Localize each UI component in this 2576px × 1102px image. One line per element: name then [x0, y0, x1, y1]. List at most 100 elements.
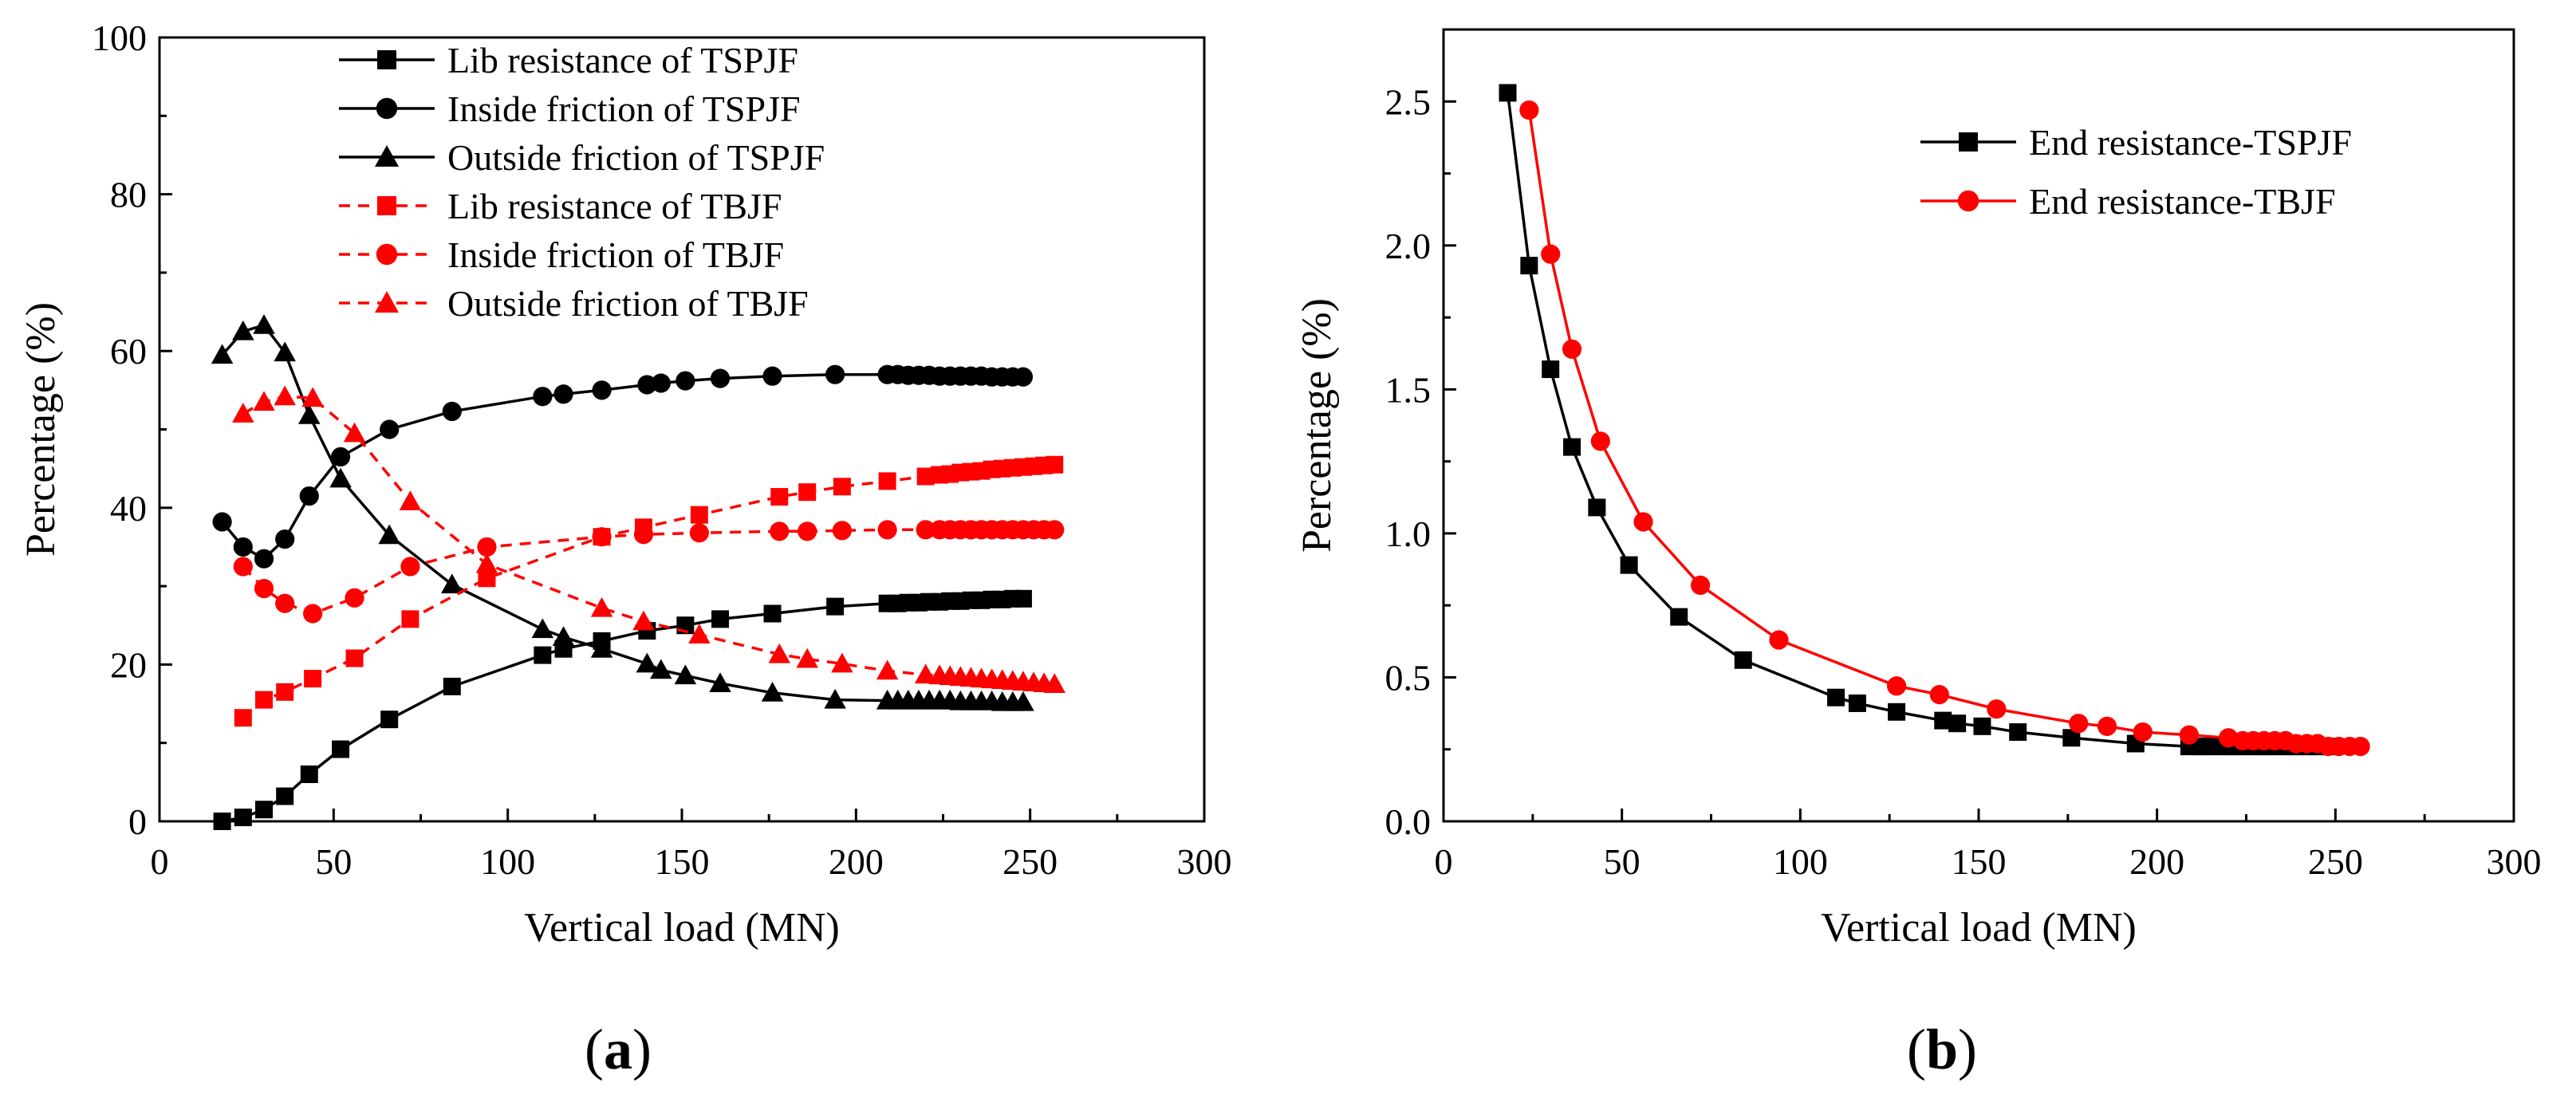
series-lib-resistance-of-tspjf — [213, 589, 1032, 830]
data-point — [592, 527, 612, 547]
data-point — [1934, 711, 1952, 730]
data-point — [441, 573, 463, 594]
y-tick-label: 0.0 — [1385, 801, 1432, 842]
x-tick-label: 100 — [1773, 841, 1828, 882]
data-point — [1045, 520, 1065, 540]
data-point — [1888, 703, 1906, 721]
legend-label: Outside friction of TBJF — [447, 283, 809, 324]
panel-a-label: (a) — [585, 1017, 652, 1081]
data-point — [689, 523, 709, 543]
data-point — [1520, 257, 1538, 275]
plot-frame — [1442, 28, 2515, 823]
data-point — [300, 765, 318, 784]
data-point — [345, 588, 364, 608]
legend-item: Lib resistance of TBJF — [339, 186, 782, 226]
y-tick-label: 0.5 — [1385, 657, 1432, 698]
data-point — [254, 578, 274, 599]
series-outside-friction-of-tspjf — [211, 314, 1034, 711]
data-point — [255, 691, 273, 709]
data-point — [330, 447, 351, 467]
data-point — [1542, 360, 1560, 379]
data-point — [275, 529, 295, 549]
data-point — [343, 422, 366, 443]
data-point — [796, 647, 818, 668]
data-point — [211, 344, 234, 364]
data-point — [2009, 723, 2027, 742]
x-tick-label: 300 — [1177, 841, 1232, 882]
data-point — [1734, 651, 1752, 669]
x-tick-label: 0 — [151, 841, 169, 882]
data-point — [768, 643, 791, 663]
data-point — [274, 341, 296, 362]
data-point — [275, 593, 295, 613]
data-point — [916, 467, 935, 486]
legend-item: Outside friction of TBJF — [339, 283, 809, 324]
data-point — [1633, 512, 1653, 532]
x-axis-title: Vertical load (MN) — [1821, 905, 2137, 950]
data-point — [234, 809, 252, 827]
legend-marker — [375, 291, 399, 313]
x-tick-label: 300 — [2487, 841, 2542, 882]
data-point — [1013, 367, 1034, 387]
data-point — [534, 646, 552, 664]
data-point — [916, 520, 935, 540]
y-tick-label: 2.0 — [1385, 226, 1432, 266]
legend-label: Inside friction of TBJF — [447, 234, 784, 275]
x-tick-label: 200 — [2129, 841, 2184, 882]
data-point — [299, 486, 319, 506]
data-point — [298, 404, 321, 424]
legend: End resistance-TSPJF End resistance-TBJF — [1920, 122, 2352, 222]
legend-marker — [376, 243, 398, 266]
data-point — [553, 384, 573, 404]
data-point — [824, 688, 846, 709]
data-point — [531, 618, 554, 639]
data-point — [826, 597, 845, 616]
legend-item: Inside friction of TSPJF — [339, 89, 801, 129]
data-point — [533, 387, 553, 407]
data-point — [590, 596, 613, 617]
data-point — [401, 610, 419, 628]
legend: Lib resistance of TSPJF Inside friction o… — [339, 40, 825, 324]
panel-a-chart: 0 50 100 150 200 250 300 0 20 40 60 80 100 Vertical l… — [18, 18, 1232, 950]
data-point — [2097, 716, 2117, 736]
data-point — [332, 740, 350, 758]
data-point — [674, 664, 697, 685]
data-point — [878, 472, 896, 490]
y-tick-label: 40 — [110, 488, 147, 529]
data-point — [877, 520, 897, 540]
data-point — [1620, 556, 1638, 574]
data-point — [876, 659, 899, 680]
data-point — [443, 677, 461, 695]
data-point — [2133, 722, 2153, 742]
data-point — [232, 403, 254, 423]
data-point — [232, 320, 254, 340]
data-point — [676, 371, 695, 391]
data-point — [1499, 84, 1517, 102]
data-point — [475, 553, 498, 573]
legend-marker — [377, 196, 396, 215]
x-tick-label: 100 — [480, 841, 535, 882]
x-tick-label: 50 — [315, 841, 352, 882]
data-point — [234, 709, 252, 727]
data-point — [761, 682, 784, 702]
data-point — [914, 663, 937, 684]
series-inside-friction-of-tbjf — [233, 520, 1065, 624]
y-tick-label: 2.5 — [1385, 81, 1432, 122]
data-point — [303, 604, 323, 624]
data-point — [711, 610, 730, 628]
data-point — [650, 659, 672, 679]
legend-item: Outside friction of TSPJF — [339, 137, 825, 178]
legend-item: Lib resistance of TSPJF — [339, 40, 798, 81]
data-point — [478, 569, 496, 588]
data-point — [1690, 575, 1711, 596]
data-point — [253, 391, 275, 411]
data-point — [274, 385, 296, 406]
data-point — [636, 652, 659, 673]
data-point — [825, 364, 845, 384]
y-tick-label: 20 — [110, 644, 147, 685]
data-point — [798, 521, 817, 541]
data-point — [833, 478, 851, 496]
legend-marker — [375, 145, 399, 167]
data-point — [632, 610, 655, 631]
data-point — [2179, 725, 2200, 745]
